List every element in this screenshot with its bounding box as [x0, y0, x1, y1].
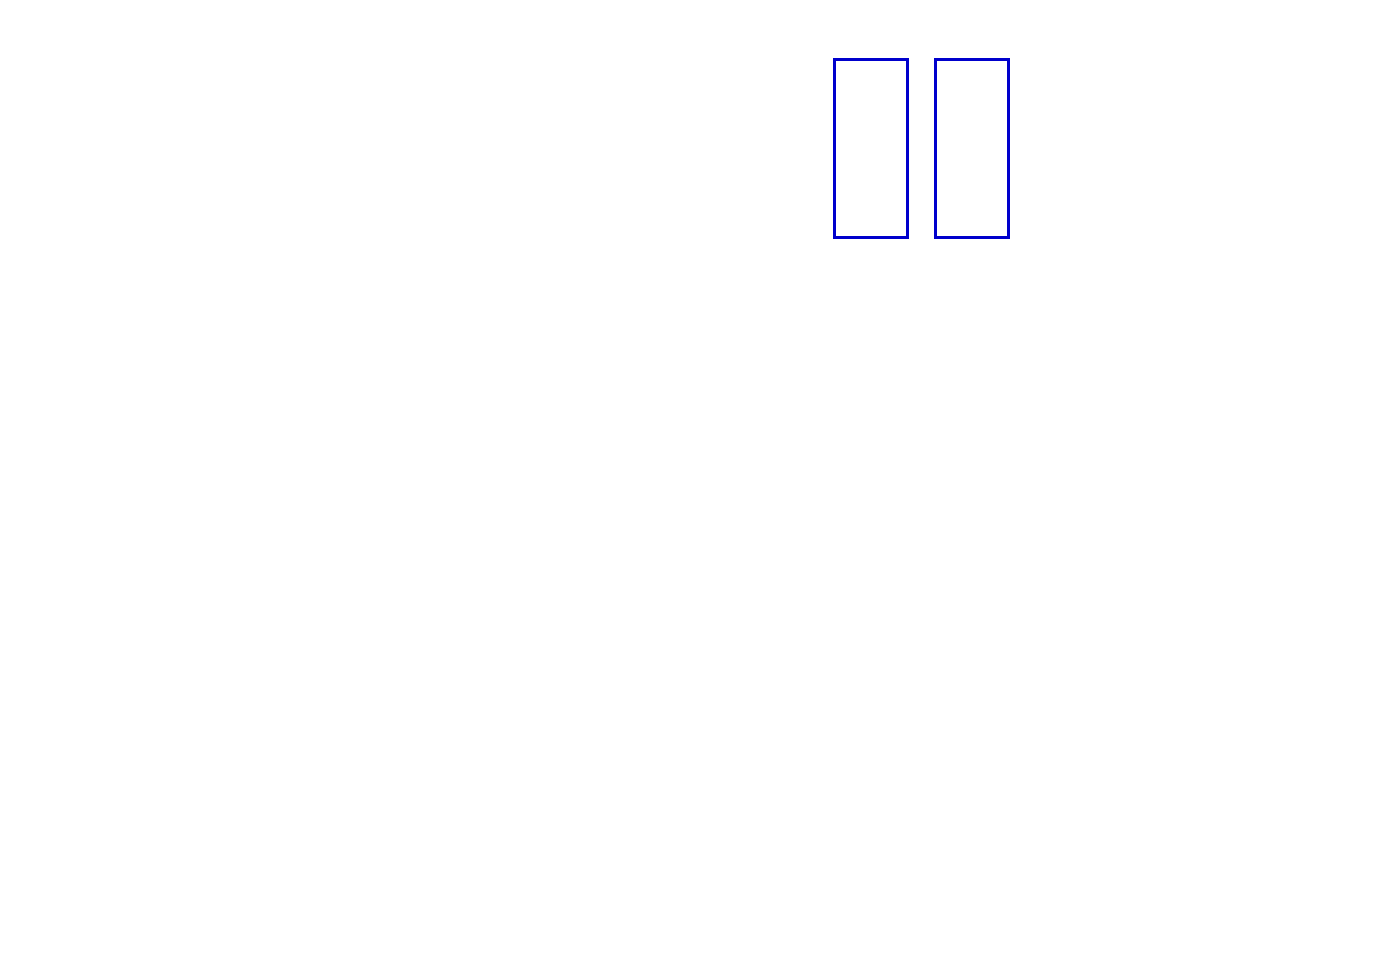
line-fit-plot: [1022, 45, 1310, 227]
withsky-image: [833, 58, 909, 239]
cleanimage-image: [934, 58, 1010, 239]
header-datetime: [1053, 4, 1069, 19]
full-spectrum-plot: [88, 330, 1310, 465]
cleanimage-title: [927, 36, 1015, 48]
photz-pdf-plot: [930, 733, 1340, 918]
withsky-title: [826, 36, 914, 48]
